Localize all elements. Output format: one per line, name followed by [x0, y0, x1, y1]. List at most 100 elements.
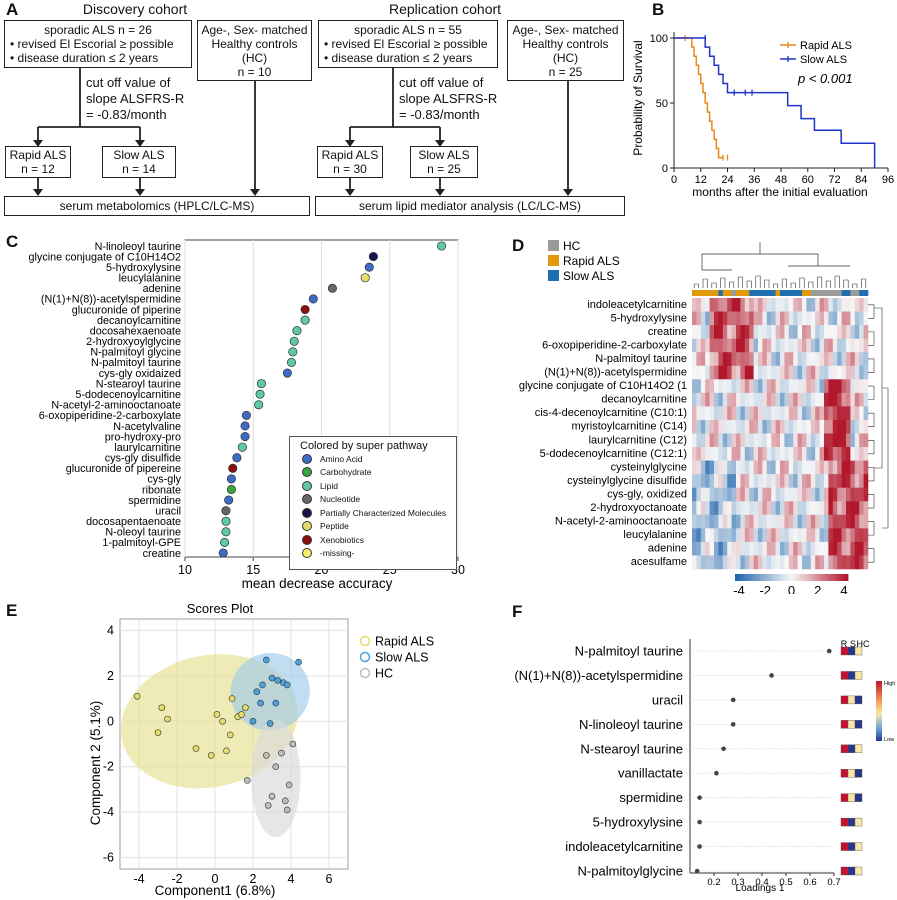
- heatmap-cell: [705, 365, 710, 380]
- heatmap-cell: [824, 528, 829, 543]
- heatmap-cell: [740, 555, 746, 570]
- scores-point-slow-als: [257, 699, 264, 707]
- pathway-legend-item: Peptide: [302, 520, 456, 534]
- loadings-point: [826, 648, 832, 654]
- heatmap-cell: [709, 379, 715, 394]
- heatmap-cell: [841, 392, 847, 407]
- heatmap-cell: [863, 487, 869, 502]
- heatmap-cell: [753, 379, 759, 394]
- heatmap-cell: [692, 392, 697, 407]
- heatmap-row-label: glycine conjugate of C10H14O2 (1: [519, 380, 687, 392]
- heatmap-cell: [749, 447, 754, 461]
- heatmap-cell: [696, 406, 702, 421]
- heatmap-cell: [837, 392, 842, 407]
- heatmap-cell: [819, 433, 825, 448]
- heatmap-cell: [744, 392, 750, 407]
- heatmap-group-cell: [775, 290, 781, 296]
- heatmap-cell: [854, 487, 860, 502]
- heatmap-cell: [727, 514, 732, 529]
- scores-y-tick-label: 0: [107, 714, 114, 728]
- heatmap-cell: [828, 311, 834, 326]
- heatmap-row-label: cis-4-decenoylcarnitine (C10:1): [535, 407, 687, 419]
- heatmap-cell: [709, 447, 715, 461]
- heatmap-cell: [771, 419, 776, 434]
- heatmap-cell: [758, 311, 763, 326]
- heatmap-cell: [837, 419, 842, 434]
- importance-label: 2-hydroxyoylglycine: [86, 336, 181, 348]
- heatmap-cell: [846, 379, 851, 394]
- heatmap-cell: [850, 514, 856, 529]
- pathway-legend-item: Xenobiotics: [302, 533, 456, 547]
- heatmap-cell: [709, 541, 715, 556]
- heatmap-cell: [797, 487, 803, 502]
- loadings-point: [730, 722, 736, 727]
- heatmap-colorbar-segment: [751, 574, 756, 581]
- heatmap-cell: [802, 298, 807, 312]
- heatmap-cell: [727, 298, 732, 312]
- heatmap-cell: [740, 325, 746, 339]
- replication-rapid-line2: n = 30: [333, 162, 367, 176]
- heatmap-cell: [850, 406, 856, 421]
- scores-x-tick-label: 2: [250, 872, 257, 886]
- heatmap-cell: [762, 311, 768, 326]
- loadings-group-cell: [840, 769, 849, 778]
- heatmap-cell: [758, 528, 763, 543]
- heatmap-cell: [762, 379, 768, 394]
- heatmap-cell: [802, 514, 807, 529]
- heatmap-cell: [806, 514, 812, 529]
- heatmap-cell: [692, 460, 697, 475]
- heatmap-cell: [758, 487, 763, 502]
- heatmap-cell: [727, 392, 732, 407]
- heatmap-group-cell: [810, 290, 816, 296]
- heatmap-cell: [824, 365, 829, 380]
- heatmap-cell: [740, 541, 746, 556]
- heatmap-cell: [753, 460, 759, 475]
- importance-point: [308, 294, 318, 304]
- heatmap-cell: [749, 460, 754, 475]
- scores-point-hc: [262, 752, 270, 759]
- heatmap-cell: [815, 501, 820, 516]
- heatmap-colorbar-segment: [828, 574, 832, 581]
- heatmap-cell: [744, 433, 750, 448]
- importance-label: 1-palmitoyl-GPE: [102, 537, 181, 549]
- heatmap-row-label: creatine: [648, 326, 687, 338]
- heatmap-cell: [850, 474, 856, 488]
- importance-label: uracil: [155, 505, 181, 517]
- heatmap-cell: [863, 474, 869, 488]
- heatmap-cell: [700, 528, 706, 543]
- heatmap-cell: [854, 447, 860, 461]
- heatmap-cell: [696, 474, 702, 488]
- heatmap-cell: [714, 311, 719, 326]
- discovery-slow-line2: n = 14: [122, 162, 156, 176]
- heatmap-cell: [700, 392, 706, 407]
- heatmap-cell: [788, 487, 794, 502]
- heatmap-cell: [780, 311, 785, 326]
- heatmap-cell: [722, 541, 728, 556]
- heatmap-cell: [854, 419, 860, 434]
- heatmap-cell: [736, 419, 741, 434]
- heatmap-colorbar-segment: [740, 574, 744, 581]
- heatmap-cell: [802, 541, 807, 556]
- heatmap-cell: [841, 433, 847, 448]
- heatmap-cell: [718, 501, 724, 516]
- heatmap-cell: [722, 338, 728, 353]
- heatmap-cell: [837, 514, 842, 529]
- heatmap-cell: [850, 460, 856, 475]
- heatmap-colorbar-segment: [754, 574, 758, 581]
- scores-point-slow-als: [283, 681, 291, 689]
- heatmap-cell: [705, 447, 710, 461]
- heatmap-row-label: N-acetyl-2-aminooctanoate: [555, 516, 687, 528]
- survival-x-tick-label: 60: [802, 174, 814, 186]
- heatmap-row-label: myristoylcarnitine (C14): [571, 421, 687, 433]
- heatmap-row-label: laurylcarnitine (C12): [589, 434, 687, 446]
- heatmap-cell: [696, 528, 702, 543]
- heatmap-cell: [815, 325, 820, 339]
- heatmap-colorbar-segment: [805, 574, 809, 581]
- heatmap-cell: [771, 514, 776, 529]
- heatmap-cell: [705, 514, 710, 529]
- heatmap-cell: [780, 298, 785, 312]
- heatmap-cell: [753, 338, 759, 353]
- pathway-legend-label: Xenobiotics: [320, 534, 364, 545]
- heatmap-group-cell: [718, 290, 724, 296]
- heatmap-cell: [854, 311, 860, 326]
